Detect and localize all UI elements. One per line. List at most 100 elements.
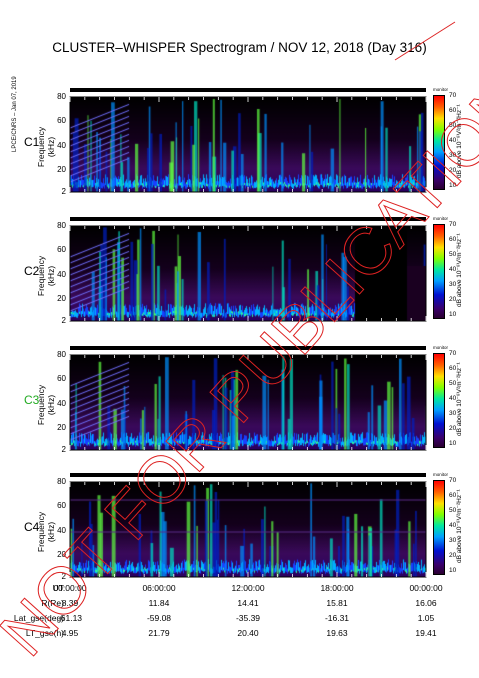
y-tick-label: 60: [57, 501, 66, 511]
colorbar-tick-label: 60: [449, 365, 457, 372]
ephemeris-value: 16.06: [415, 598, 437, 608]
ephemeris-value: 14.41: [237, 598, 259, 608]
colorbar-label: dB above 10⁻⁸V²m⁻²Hz⁻¹: [456, 104, 463, 178]
colorbar-label: dB above 10⁻⁸V²m⁻²Hz⁻¹: [456, 233, 463, 307]
colorbar-top-label: monitor: [433, 87, 449, 92]
colorbar-tick-label: 70: [449, 92, 457, 99]
colorbar-tick-label: 60: [449, 236, 457, 243]
colorbar-tick-label: 70: [449, 221, 457, 228]
y-tick-label: 40: [57, 140, 66, 150]
ephemeris-value: 11.84: [148, 598, 170, 608]
credit-text: LPCE/CNRS – Jan 07, 2019: [12, 76, 18, 152]
ephemeris-value: 1.05: [417, 613, 435, 623]
ephemeris-value: 4.95: [61, 628, 79, 638]
colorbar-tick-label: 10: [449, 311, 457, 318]
colorbar-tick-label: 20: [449, 296, 457, 303]
credit-label: LPCE/CNRS – Jan 07, 2019: [6, 68, 24, 158]
ephemeris-value: 12:00:00: [231, 583, 265, 593]
y-tick-label: 40: [57, 525, 66, 535]
colorbar-tick-label: 50: [449, 122, 457, 129]
spectrogram-c1: [70, 97, 426, 192]
chart-title: CLUSTER–WHISPER Spectrogram / NOV 12, 20…: [52, 40, 427, 55]
colorbar-tick-label: 30: [449, 281, 457, 288]
ephemeris-value: 00:00:00: [53, 583, 87, 593]
colorbar-tick-label: 50: [449, 380, 457, 387]
colorbar: [433, 480, 445, 575]
ephemeris-row-label: R(Re): [41, 598, 64, 608]
spectrogram-canvas: [70, 355, 426, 450]
spectrogram-canvas: [70, 97, 426, 192]
y-tick-label: 20: [57, 165, 66, 175]
ephemeris-value: -61.13: [57, 613, 83, 623]
colorbar-top-label: monitor: [433, 216, 449, 221]
ephemeris-row-label: LT_gse(h): [25, 628, 64, 638]
ephemeris-row-label: UT: [52, 583, 64, 593]
y-tick-label: 2: [61, 445, 66, 454]
y-tick-label: 80: [57, 221, 66, 230]
colorbar-tick-label: 10: [449, 182, 457, 189]
colorbar-tick-label: 60: [449, 492, 457, 499]
spectrogram-c2: [70, 226, 426, 321]
colorbar: [433, 224, 445, 319]
colorbar-label: dB above 10⁻⁸V²m⁻²Hz⁻¹: [456, 489, 463, 563]
colorbar-tick-label: 20: [449, 425, 457, 432]
satellite-label-c1: C1: [24, 135, 40, 149]
y-tick-label: 20: [57, 550, 66, 560]
colorbar-top-label: monitor: [433, 472, 449, 477]
colorbar-top-label: monitor: [433, 345, 449, 350]
colorbar-tick-label: 40: [449, 395, 457, 402]
y-tick-label: 80: [57, 477, 66, 486]
satellite-label-c3: C3: [24, 393, 40, 407]
colorbar-tick-label: 50: [449, 251, 457, 258]
satellite-label-c2: C2: [24, 264, 40, 278]
ephemeris-value: 00:00:00: [409, 583, 443, 593]
ephemeris-value: -16.31: [324, 613, 350, 623]
colorbar-tick-label: 20: [449, 552, 457, 559]
ephemeris-value: 15.81: [326, 598, 348, 608]
ephemeris-value: 06:00:00: [142, 583, 176, 593]
y-tick-label: 2: [61, 316, 66, 325]
colorbar-tick-label: 40: [449, 522, 457, 529]
colorbar-tick-label: 60: [449, 107, 457, 114]
colorbar-tick-label: 30: [449, 537, 457, 544]
ephemeris-value: 21.79: [148, 628, 170, 638]
colorbar: [433, 95, 445, 190]
panel-header-bar: [70, 346, 426, 350]
spectrogram-canvas: [70, 482, 426, 577]
spectrogram-canvas: [70, 226, 426, 321]
colorbar-label: dB above 10⁻⁸V²m⁻²Hz⁻¹: [456, 362, 463, 436]
ephemeris-value: -59.08: [146, 613, 172, 623]
ephemeris-value: 19.63: [326, 628, 348, 638]
ephemeris-row-label: Lat_gse(deg): [13, 613, 64, 623]
panel-header-bar: [70, 217, 426, 221]
colorbar-tick-label: 50: [449, 507, 457, 514]
y-tick-label: 40: [57, 269, 66, 279]
ephemeris-value: 18:00:00: [320, 583, 354, 593]
colorbar-tick-label: 70: [449, 350, 457, 357]
ephemeris-value: -35.39: [235, 613, 261, 623]
spectrogram-c4: [70, 482, 426, 577]
colorbar-tick-label: 70: [449, 477, 457, 484]
ephemeris-value: 8.39: [61, 598, 79, 608]
y-tick-label: 2: [61, 187, 66, 196]
y-tick-label: 20: [57, 423, 66, 433]
satellite-label-c4: C4: [24, 520, 40, 534]
colorbar-tick-label: 40: [449, 137, 457, 144]
ephemeris-value: 20.40: [237, 628, 259, 638]
colorbar: [433, 353, 445, 448]
colorbar-tick-label: 30: [449, 152, 457, 159]
colorbar-tick-label: 30: [449, 410, 457, 417]
colorbar-tick-label: 10: [449, 567, 457, 574]
y-tick-label: 60: [57, 116, 66, 126]
panel-header-bar: [70, 88, 426, 92]
panel-header-bar: [70, 473, 426, 477]
colorbar-tick-label: 10: [449, 440, 457, 447]
colorbar-tick-label: 20: [449, 167, 457, 174]
y-tick-label: 80: [57, 350, 66, 359]
y-tick-label: 60: [57, 374, 66, 384]
y-tick-label: 80: [57, 92, 66, 101]
ephemeris-value: 19.41: [415, 628, 437, 638]
y-tick-label: 40: [57, 398, 66, 408]
spectrogram-c3: [70, 355, 426, 450]
y-tick-label: 2: [61, 572, 66, 581]
